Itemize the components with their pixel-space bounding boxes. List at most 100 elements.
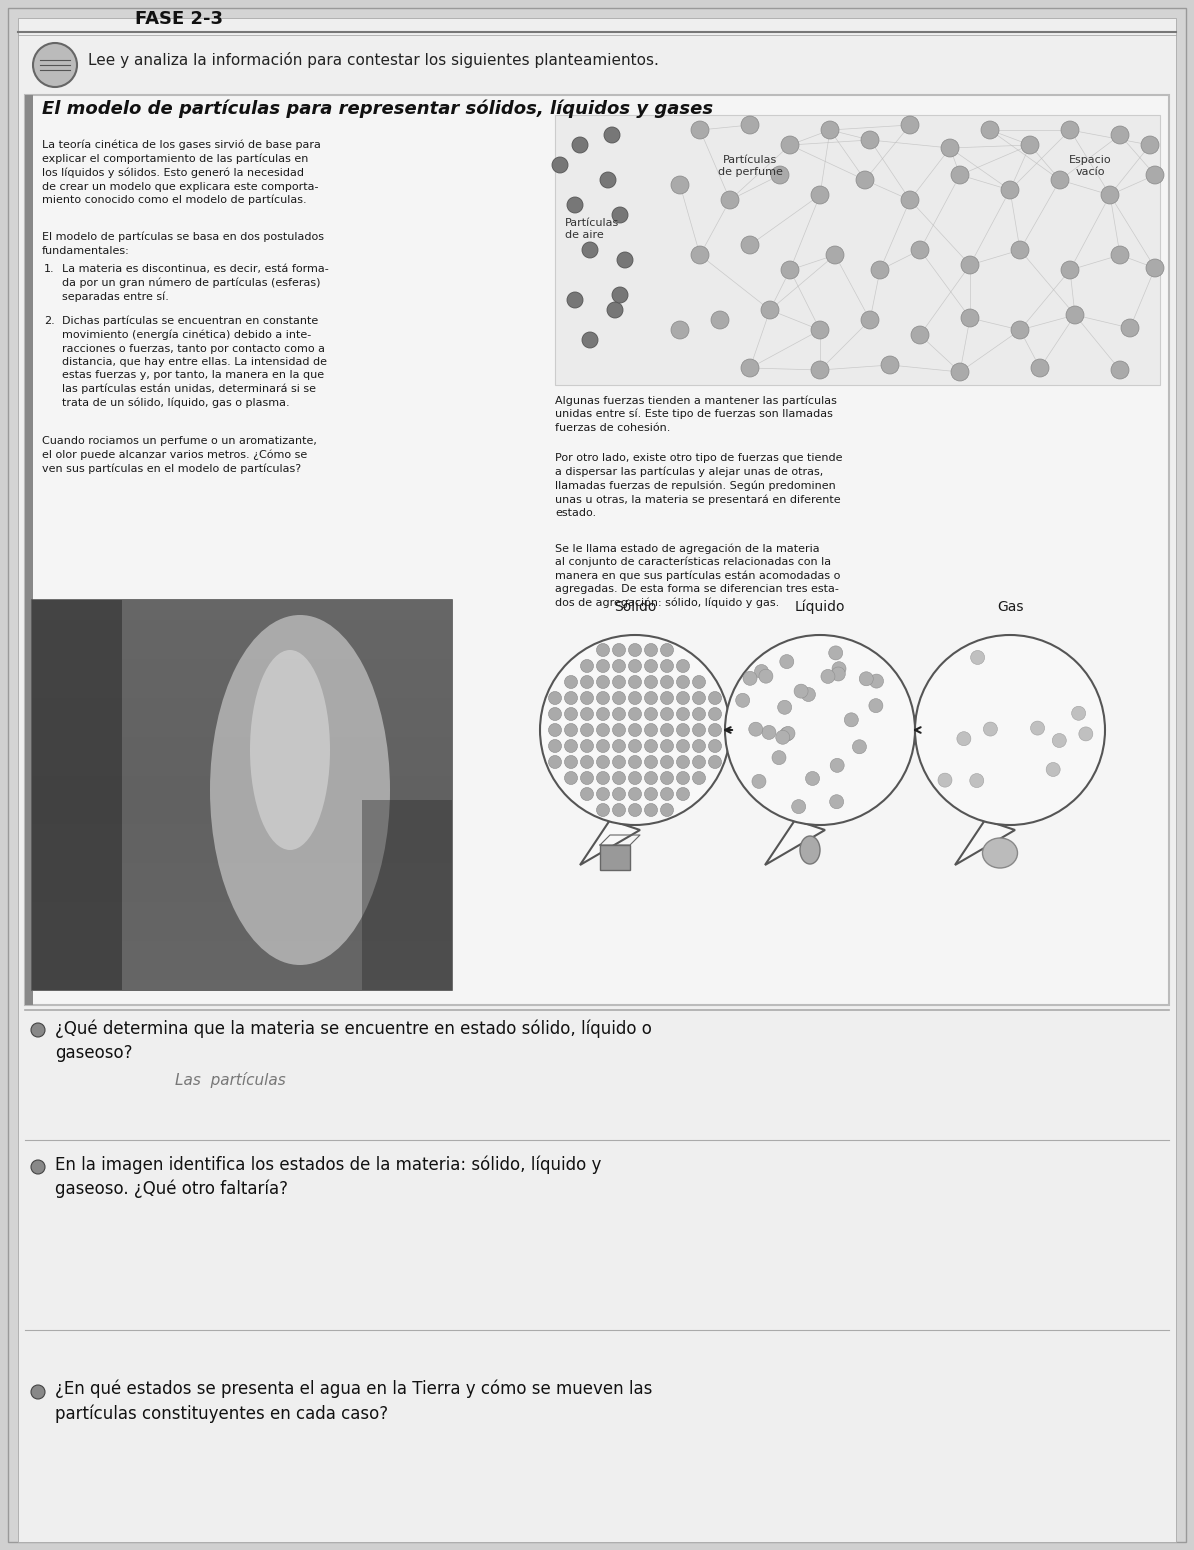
Circle shape [970, 773, 984, 787]
Ellipse shape [250, 649, 330, 849]
Circle shape [1141, 136, 1159, 153]
Circle shape [1030, 721, 1045, 735]
Text: Lee y analiza la información para contestar los siguientes planteamientos.: Lee y analiza la información para contes… [88, 53, 659, 68]
Circle shape [781, 136, 799, 153]
Circle shape [1110, 126, 1130, 144]
Circle shape [693, 724, 706, 736]
Circle shape [677, 739, 689, 752]
Circle shape [613, 755, 626, 769]
Circle shape [597, 803, 609, 817]
Circle shape [645, 643, 658, 657]
Circle shape [752, 775, 767, 789]
Circle shape [660, 643, 673, 657]
Text: Dichas partículas se encuentran en constante
movimiento (energía cinética) debid: Dichas partículas se encuentran en const… [62, 316, 327, 408]
FancyBboxPatch shape [32, 893, 453, 904]
Circle shape [548, 724, 561, 736]
Circle shape [1001, 181, 1018, 198]
Circle shape [708, 739, 721, 752]
FancyBboxPatch shape [32, 883, 453, 893]
Text: Partículas
de perfume: Partículas de perfume [718, 155, 782, 177]
Circle shape [911, 240, 929, 259]
Circle shape [950, 166, 970, 184]
Circle shape [759, 670, 773, 684]
Circle shape [671, 177, 689, 194]
Circle shape [1046, 763, 1060, 777]
Text: El modelo de partículas se basa en dos postulados
fundamentales:: El modelo de partículas se basa en dos p… [42, 232, 324, 256]
Circle shape [565, 739, 578, 752]
Circle shape [743, 671, 757, 685]
FancyBboxPatch shape [32, 863, 453, 874]
FancyBboxPatch shape [32, 804, 453, 815]
Circle shape [597, 676, 609, 688]
Circle shape [565, 772, 578, 784]
Circle shape [708, 724, 721, 736]
Circle shape [645, 676, 658, 688]
Circle shape [628, 643, 641, 657]
Circle shape [806, 772, 819, 786]
Circle shape [869, 674, 884, 688]
Circle shape [580, 724, 593, 736]
Circle shape [565, 691, 578, 705]
Circle shape [961, 308, 979, 327]
Circle shape [693, 739, 706, 752]
Text: Gas: Gas [997, 600, 1023, 614]
Circle shape [677, 755, 689, 769]
Circle shape [660, 772, 673, 784]
Circle shape [1110, 246, 1130, 264]
Circle shape [801, 688, 816, 702]
Circle shape [792, 800, 806, 814]
FancyBboxPatch shape [32, 649, 453, 659]
Polygon shape [765, 820, 825, 865]
FancyBboxPatch shape [32, 911, 453, 922]
FancyBboxPatch shape [32, 952, 453, 961]
Circle shape [821, 121, 839, 140]
Circle shape [956, 732, 971, 746]
Circle shape [671, 321, 689, 339]
Circle shape [613, 803, 626, 817]
Ellipse shape [800, 835, 820, 863]
FancyBboxPatch shape [32, 775, 453, 786]
Circle shape [780, 727, 794, 741]
Circle shape [831, 666, 845, 680]
Circle shape [613, 676, 626, 688]
FancyBboxPatch shape [32, 600, 122, 990]
Circle shape [776, 730, 789, 744]
Circle shape [1121, 319, 1139, 336]
Circle shape [950, 363, 970, 381]
Circle shape [645, 803, 658, 817]
Circle shape [580, 739, 593, 752]
Circle shape [961, 256, 979, 274]
Circle shape [660, 676, 673, 688]
Circle shape [660, 724, 673, 736]
Circle shape [645, 659, 658, 673]
Text: Cuando rociamos un perfume o un aromatizante,
el olor puede alcanzar varios metr: Cuando rociamos un perfume o un aromatiz… [42, 436, 316, 474]
Circle shape [548, 755, 561, 769]
Circle shape [597, 724, 609, 736]
Circle shape [660, 803, 673, 817]
Circle shape [755, 665, 769, 679]
Circle shape [826, 246, 844, 264]
Circle shape [677, 787, 689, 800]
Circle shape [691, 121, 709, 140]
Circle shape [870, 260, 890, 279]
Text: Líquido: Líquido [795, 600, 845, 614]
Circle shape [613, 287, 628, 302]
FancyBboxPatch shape [32, 659, 453, 670]
Circle shape [861, 312, 879, 329]
Circle shape [693, 772, 706, 784]
FancyBboxPatch shape [32, 600, 453, 611]
FancyBboxPatch shape [32, 922, 453, 933]
Circle shape [628, 755, 641, 769]
Circle shape [548, 691, 561, 705]
Circle shape [741, 360, 759, 377]
Circle shape [581, 242, 598, 257]
FancyBboxPatch shape [25, 95, 1169, 1004]
Circle shape [971, 651, 985, 665]
Circle shape [708, 755, 721, 769]
Circle shape [693, 707, 706, 721]
Ellipse shape [210, 615, 390, 966]
Circle shape [597, 643, 609, 657]
Circle shape [31, 1159, 45, 1173]
FancyBboxPatch shape [32, 766, 453, 777]
Circle shape [794, 684, 808, 698]
